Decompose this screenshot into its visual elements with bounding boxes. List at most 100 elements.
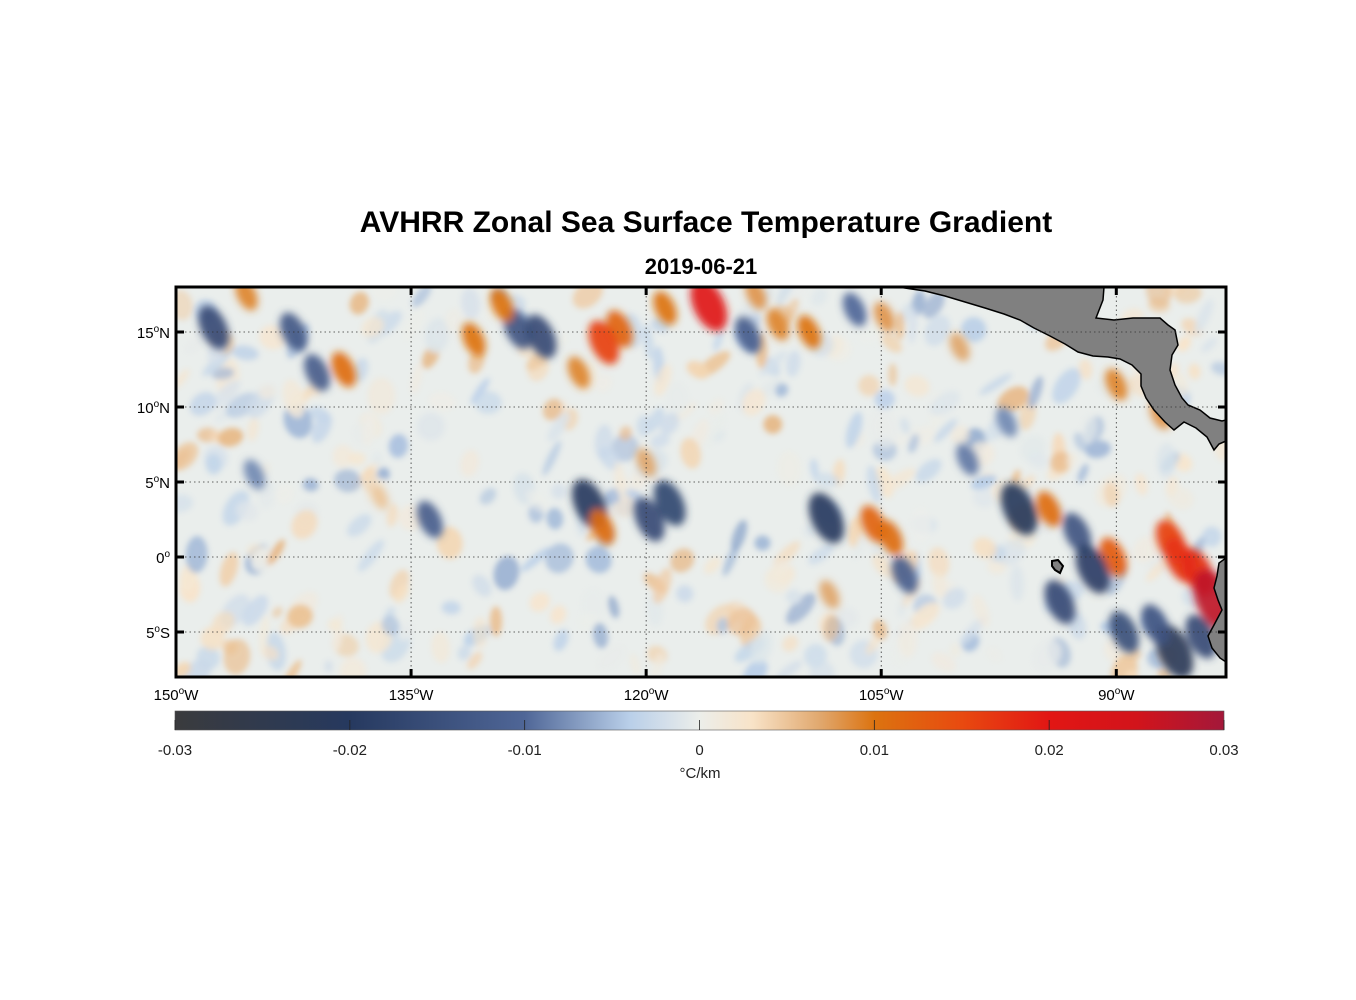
texture-patch	[211, 367, 235, 380]
texture-patch	[302, 478, 319, 492]
gradient-features-layer	[198, 287, 1226, 677]
texture-patch	[246, 417, 259, 442]
texture-patch	[1201, 526, 1222, 547]
gradient-feature	[653, 291, 677, 325]
texture-patch	[259, 325, 286, 350]
gradient-feature	[588, 320, 620, 365]
texture-patch	[526, 489, 548, 512]
gradient-feature	[331, 351, 357, 388]
texture-patch	[361, 316, 384, 338]
texture-patch	[200, 626, 225, 651]
texture-patch	[706, 411, 727, 447]
texture-patch	[416, 412, 445, 441]
texture-patch	[185, 333, 209, 354]
texture-patch	[1052, 368, 1081, 404]
texture-patch	[908, 433, 920, 453]
texture-patch	[809, 660, 835, 677]
texture-patch	[258, 384, 276, 400]
texture-patch	[1157, 667, 1172, 677]
gradient-feature	[808, 492, 845, 544]
texture-patch	[900, 417, 911, 435]
texture-patch	[424, 318, 450, 353]
texture-patch	[754, 535, 771, 551]
texture-patch	[686, 360, 710, 379]
texture-patch	[223, 638, 251, 675]
texture-patch	[267, 539, 285, 565]
gradient-feature	[1105, 368, 1128, 401]
map-panel: 15oN 10oN 5oN 0o 5oS 150oW 135oW 120oW 105oW 90o…	[137, 285, 1228, 704]
texture-patch	[996, 538, 1026, 566]
texture-patch	[398, 621, 414, 641]
axis-ticks	[174, 287, 1226, 677]
gradient-feature	[235, 287, 258, 311]
texture-patch	[909, 505, 932, 544]
texture-patch	[585, 546, 612, 574]
gradient-feature	[797, 315, 821, 349]
texture-patch	[822, 614, 840, 642]
graticule	[176, 287, 1226, 677]
texture-patch	[651, 652, 665, 677]
texture-patch	[613, 461, 627, 501]
texture-patch	[972, 594, 990, 628]
gradient-feature	[633, 497, 665, 542]
texture-patch	[881, 333, 902, 353]
texture-patch	[1110, 653, 1138, 677]
texture-patch	[282, 379, 306, 419]
land-galapagos	[1051, 558, 1065, 575]
texture-patch	[666, 382, 689, 415]
gradient-feature	[873, 301, 896, 333]
texture-patch	[470, 377, 490, 405]
texture-patch	[858, 375, 880, 397]
land-central-america	[897, 287, 1226, 452]
texture-patch	[472, 574, 492, 597]
texture-patch	[353, 357, 369, 382]
texture-patch	[372, 452, 383, 467]
texture-patch	[436, 526, 463, 560]
texture-patch	[580, 588, 606, 621]
texture-patch	[750, 630, 773, 665]
gradient-feature	[842, 292, 867, 327]
gradient-feature	[1185, 614, 1217, 659]
texture-patch	[596, 644, 627, 672]
texture-patch	[474, 391, 502, 414]
colorbar-tick-label: -0.01	[508, 742, 542, 759]
texture-patch	[327, 618, 341, 632]
texture-patch	[377, 467, 390, 481]
texture-patch	[460, 449, 480, 477]
texture-patch	[1156, 443, 1177, 479]
lon-tick-label: 105oW	[859, 686, 905, 704]
texture-patch	[176, 494, 194, 513]
latitude-labels: 15oN 10oN 5oN 0o 5oS	[137, 324, 171, 642]
lat-tick-label: 15oN	[137, 324, 170, 342]
texture-patch	[1177, 336, 1192, 352]
lon-tick-label: 120oW	[624, 686, 670, 704]
gradient-feature	[370, 484, 389, 510]
texture-patch	[785, 593, 816, 625]
texture-patch	[1174, 287, 1202, 304]
texture-patch	[1188, 363, 1201, 380]
gradient-feature	[1044, 580, 1076, 624]
texture-patch	[888, 363, 898, 387]
texture-patch	[928, 547, 950, 578]
chart-subtitle: 2019-06-21	[644, 254, 758, 279]
texture-patch	[1132, 535, 1161, 563]
texture-patch	[550, 605, 567, 624]
texture-patch	[1145, 287, 1172, 308]
gradient-feature	[819, 580, 840, 609]
texture-patch	[785, 589, 802, 605]
texture-patch	[457, 645, 471, 661]
texture-patch	[386, 503, 398, 527]
texture-patch	[812, 472, 840, 488]
texture-patch	[1077, 463, 1089, 483]
gradient-feature	[198, 305, 229, 350]
gradient-feature	[589, 509, 615, 545]
texture-patch	[731, 519, 748, 552]
lon-tick-label: 150oW	[154, 686, 200, 704]
texture-patch	[650, 433, 670, 448]
texture-patch	[704, 556, 721, 574]
gradient-feature	[525, 314, 557, 359]
texture-patch	[275, 484, 295, 504]
texture-patch	[410, 362, 423, 395]
texture-patch	[670, 548, 695, 573]
texture-patch	[1085, 440, 1111, 459]
